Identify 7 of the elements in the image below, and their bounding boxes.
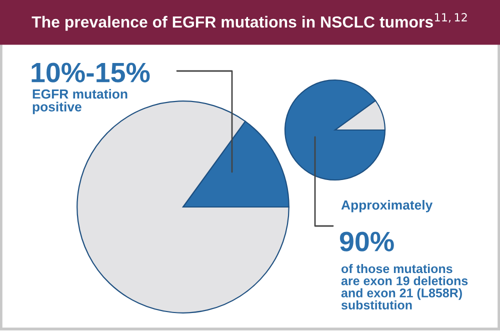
text: of those mutations are exon 19 deletions and exon 21 (L858R) substitution	[341, 264, 468, 310]
text: Approximately	[341, 200, 433, 212]
text: 10%-15%	[32, 62, 150, 82]
text: 90%	[340, 232, 394, 252]
chart-title: The prevalence of EGFR mutations in NSCLC tumors$^{11,12}$	[32, 13, 467, 31]
text: EGFR mutation positive	[32, 89, 128, 114]
pie-slice	[284, 79, 386, 181]
